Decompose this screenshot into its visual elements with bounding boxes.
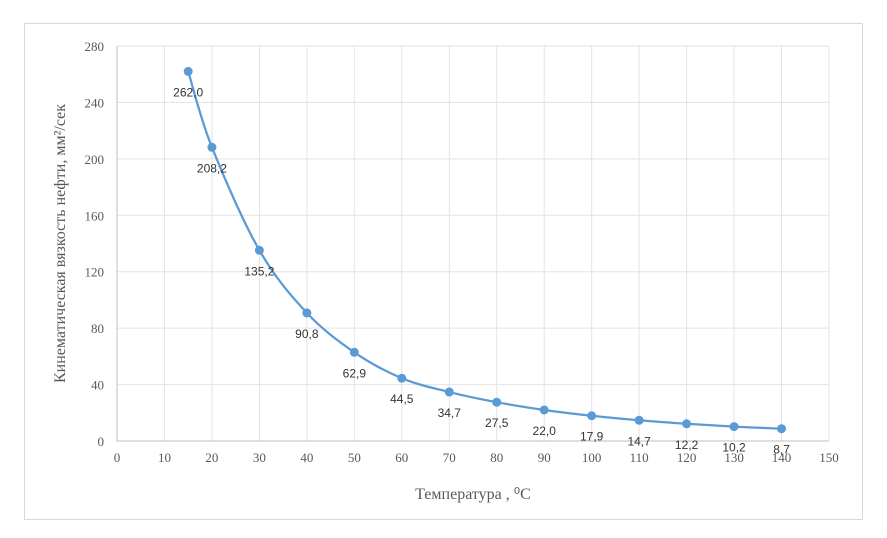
y-tick-label: 160 [85, 208, 105, 223]
x-tick-label: 10 [158, 450, 171, 465]
data-point [729, 422, 739, 432]
x-tick-label: 130 [724, 450, 744, 465]
x-tick-label: 50 [348, 450, 361, 465]
data-label: 90,8 [295, 327, 319, 341]
y-axis-title: Кинематическая вязкость нефти, мм²/сек [52, 104, 69, 383]
data-label: 135,2 [244, 264, 274, 278]
x-tick-label: 150 [819, 450, 839, 465]
data-point [302, 308, 312, 318]
data-label: 208,2 [197, 161, 227, 175]
x-tick-label: 140 [772, 450, 792, 465]
y-tick-label: 0 [98, 434, 105, 449]
viscosity-chart: 0 10 20 30 40 50 60 70 80 90 100 110 120 130 140 150 0 40… [52, 39, 839, 503]
y-tick-label: 40 [91, 378, 104, 393]
x-tick-label: 30 [253, 450, 266, 465]
data-point [777, 424, 787, 434]
data-label: 27,5 [485, 416, 509, 430]
data-label: 12,2 [675, 438, 699, 452]
data-label: 10,2 [722, 441, 746, 455]
data-label: 262,0 [173, 85, 203, 99]
data-point [254, 245, 264, 255]
x-tick-label: 70 [443, 450, 456, 465]
data-label: 17,9 [580, 430, 604, 444]
data-label: 14,7 [627, 434, 651, 448]
data-point [183, 66, 193, 76]
data-point [444, 387, 454, 397]
y-tick-label: 80 [91, 321, 104, 336]
plot-area [183, 66, 787, 434]
x-tick-label: 20 [205, 450, 218, 465]
tick-labels: 0 10 20 30 40 50 60 70 80 90 100 110 120 130 140 150 0 40… [85, 39, 839, 465]
axes [116, 46, 829, 442]
series-line [187, 71, 782, 430]
data-label: 62,9 [343, 366, 367, 380]
x-tick-label: 60 [395, 450, 408, 465]
x-tick-label: 0 [114, 450, 121, 465]
x-tick-label: 100 [582, 450, 602, 465]
data-label: 8,7 [773, 443, 790, 457]
data-point [587, 411, 597, 421]
x-tick-label: 80 [490, 450, 503, 465]
chart-frame: 0 10 20 30 40 50 60 70 80 90 100 110 120 130 140 150 0 40… [24, 23, 863, 520]
data-point [207, 142, 217, 152]
data-point [539, 405, 549, 415]
data-point [634, 415, 644, 425]
data-label: 34,7 [438, 406, 462, 420]
data-label: 44,5 [390, 392, 414, 406]
data-point [349, 347, 359, 357]
data-point [492, 397, 502, 407]
y-tick-label: 120 [85, 265, 105, 280]
data-point [682, 419, 692, 429]
x-tick-label: 90 [538, 450, 551, 465]
y-tick-label: 200 [85, 152, 105, 167]
grid-lines [117, 45, 830, 441]
data-point [397, 373, 407, 383]
y-tick-label: 240 [85, 95, 105, 110]
x-tick-label: 120 [677, 450, 697, 465]
y-tick-label: 280 [85, 39, 105, 54]
x-axis-title: Температура , ⁰С [415, 486, 531, 503]
data-label: 22,0 [533, 424, 557, 438]
x-tick-label: 110 [630, 450, 649, 465]
x-tick-label: 40 [300, 450, 313, 465]
data-labels: 262,0 208,2 135,2 90,8 62,9 44,5 34,7 27,5 22,0 1… [173, 85, 790, 456]
